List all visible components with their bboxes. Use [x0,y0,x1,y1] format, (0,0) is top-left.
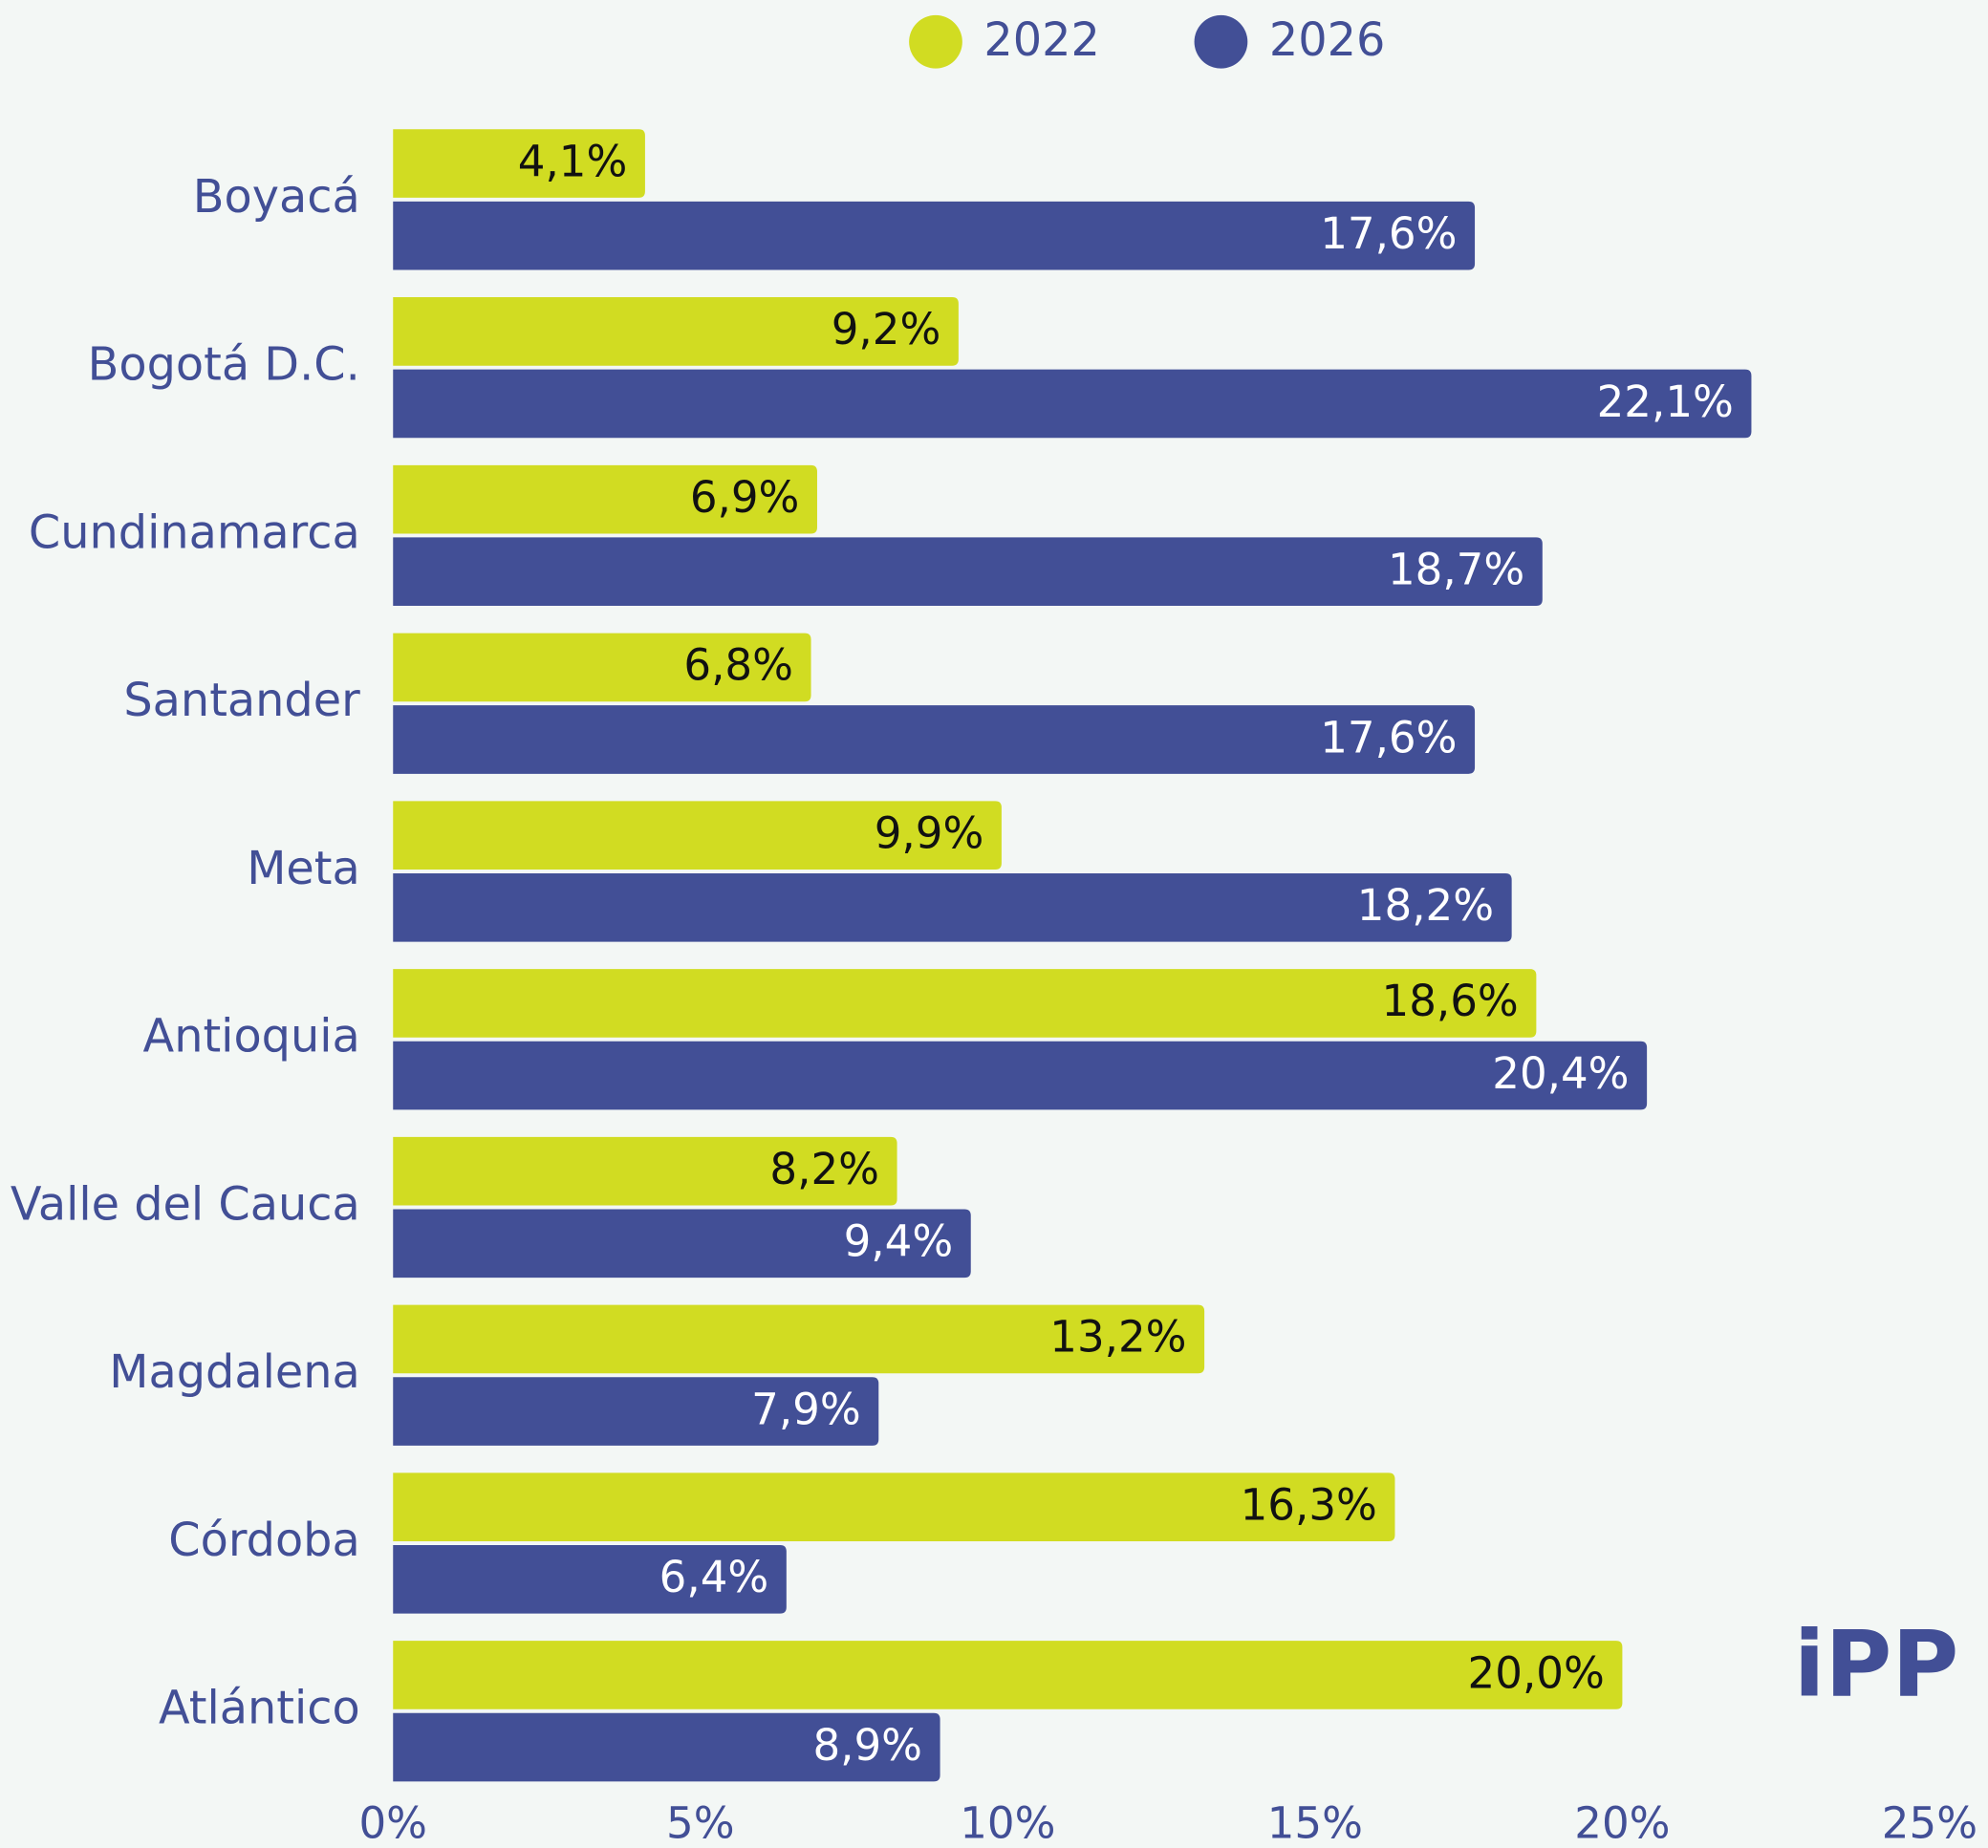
bar [393,801,1002,870]
y-tick-label: Córdoba [168,1515,359,1567]
bar [393,1041,1648,1110]
value-label: 13,2% [1049,1312,1186,1363]
bar [393,1136,897,1206]
value-label: 18,2% [1357,880,1494,931]
value-label: 9,2% [832,304,941,355]
y-tick-label: Bogotá D.C. [88,339,360,392]
bar [393,1641,1623,1709]
value-label: 9,4% [844,1216,954,1267]
x-tick-label: 5% [666,1797,735,1848]
bar [393,969,1537,1038]
y-tick-label: Atlántico [159,1683,360,1735]
value-label: 22,1% [1597,376,1734,427]
y-tick-label: Santander [123,675,360,727]
value-label: 8,9% [812,1720,922,1771]
value-label: 18,7% [1388,545,1524,595]
bar [393,872,1512,942]
value-label: 6,8% [683,640,793,691]
logo: iPP [1794,1611,1959,1718]
value-label: 17,6% [1320,208,1457,259]
legend-swatch [1194,14,1248,69]
y-tick-label: Antioquia [143,1011,360,1064]
bar [393,297,959,366]
value-label: 4,1% [518,136,628,186]
value-label: 8,2% [769,1144,879,1194]
legend-swatch [909,14,962,69]
bar [393,369,1752,439]
value-label: 20,4% [1492,1048,1629,1099]
y-tick-label: Valle del Cauca [11,1178,360,1231]
y-tick-label: Meta [247,843,360,895]
bar [393,464,817,534]
bar [393,129,645,198]
value-label: 6,4% [659,1552,769,1602]
value-label: 9,9% [875,807,984,858]
bar [393,537,1543,607]
y-tick-label: Magdalena [109,1346,360,1399]
value-label: 7,9% [751,1384,861,1434]
bar [393,1209,971,1279]
y-tick-label: Boyacá [193,171,360,224]
x-tick-label: 20% [1574,1797,1670,1848]
bar [393,1472,1395,1541]
value-label: 18,6% [1382,976,1519,1026]
x-tick-label: 15% [1267,1797,1363,1848]
x-tick-label: 0% [358,1797,427,1848]
y-tick-label: Cundinamarca [29,506,360,559]
bar [393,705,1476,774]
bar [393,1544,787,1614]
legend-label: 2022 [983,14,1100,67]
x-tick-label: 10% [960,1797,1055,1848]
value-label: 17,6% [1320,712,1457,763]
bar [393,1712,940,1782]
bar [393,1377,879,1446]
x-tick-label: 25% [1882,1797,1977,1848]
bar [393,201,1476,270]
value-label: 16,3% [1241,1480,1377,1531]
value-label: 6,9% [690,472,800,523]
bar [393,1304,1205,1374]
value-label: 20,0% [1468,1647,1605,1698]
bar [393,633,811,702]
legend-label: 2026 [1269,14,1386,67]
